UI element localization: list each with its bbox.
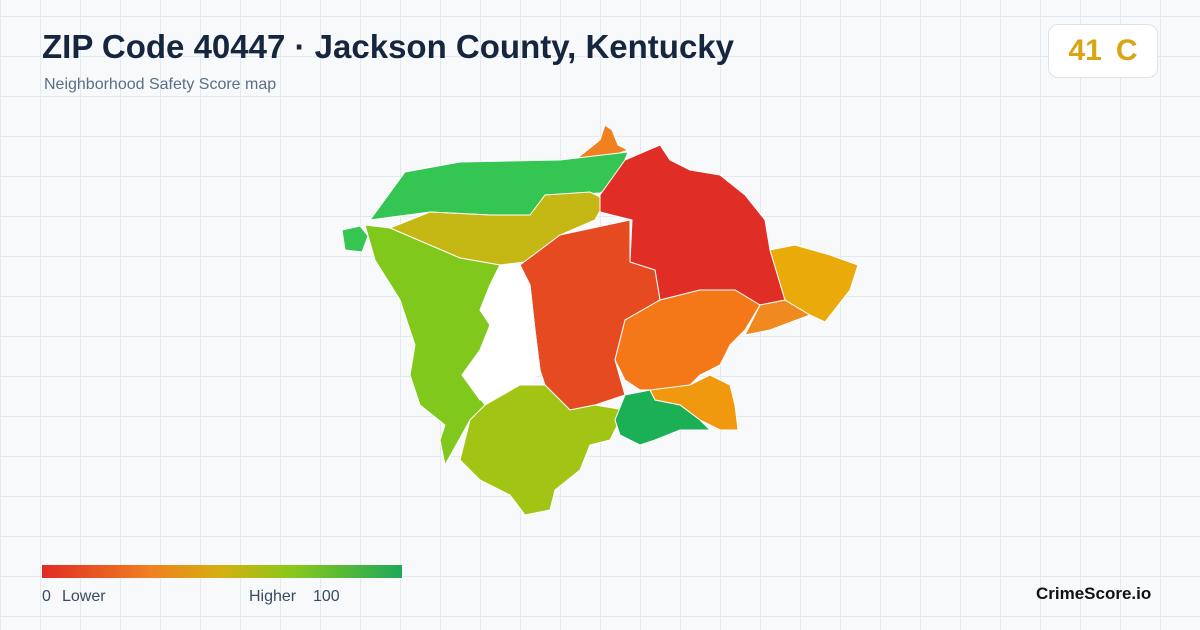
score-box: 41 C <box>1048 24 1158 78</box>
score-grade: C <box>1115 34 1138 67</box>
legend-max: 100 <box>313 588 340 605</box>
region <box>341 225 369 253</box>
legend-max-label: Higher <box>249 588 297 605</box>
brand: CrimeScore.io <box>1036 584 1152 603</box>
region <box>614 389 712 446</box>
subtitle: Neighborhood Safety Score map <box>44 76 277 93</box>
legend-min-label: Lower <box>62 588 106 605</box>
title: ZIP Code 40447 · Jackson County, Kentuck… <box>42 28 735 65</box>
region <box>614 289 761 391</box>
region <box>461 264 541 401</box>
legend-min: 0 <box>42 588 51 605</box>
region <box>459 384 626 516</box>
legend-gradient <box>42 565 402 578</box>
score-value: 41 <box>1068 34 1102 67</box>
region <box>769 244 859 323</box>
